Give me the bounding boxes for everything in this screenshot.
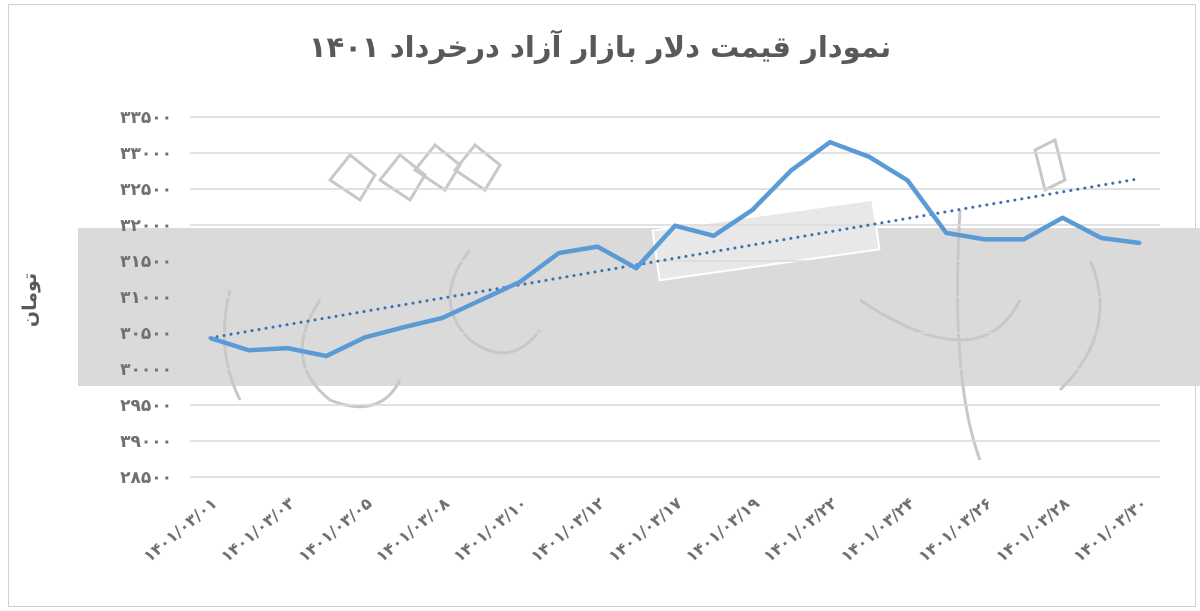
x-tick-label: ۱۴۰۱/۰۳/۱۹ (682, 493, 763, 565)
y-tick-label: ۳۱۰۰۰ (120, 288, 172, 308)
x-tick-label: ۱۴۰۱/۰۳/۲۴ (837, 493, 918, 565)
data-point (1061, 216, 1064, 220)
data-point (867, 155, 871, 159)
data-point (673, 224, 677, 228)
data-point (518, 280, 522, 284)
x-tick-label: ۱۴۰۱/۰۳/۰۳ (217, 493, 298, 565)
data-point (208, 336, 212, 340)
data-point (751, 208, 754, 212)
data-point (1099, 236, 1103, 240)
x-tick-label: ۱۴۰۱/۰۳/۰۸ (372, 493, 453, 565)
y-tick-label: ۳۲۵۰۰ (120, 180, 172, 200)
y-tick-label: ۳۳۵۰۰ (120, 108, 172, 128)
x-tick-label: ۱۴۰۱/۰۳/۰۵ (295, 493, 376, 565)
trendline (208, 177, 1142, 340)
data-point (634, 266, 638, 270)
data-point (1138, 241, 1142, 245)
data-point (557, 251, 561, 255)
data-point (789, 168, 793, 172)
chart-title: نمودار قیمت دلار بازار آزاد درخرداد ۱۴۰۱ (308, 30, 892, 64)
data-point (247, 348, 251, 352)
x-tick-label: ۱۴۰۱/۰۳/۲۸ (992, 493, 1073, 565)
x-tick-label: ۱۴۰۱/۰۳/۱۲ (527, 493, 608, 565)
data-point (828, 140, 832, 144)
data-point (479, 298, 483, 302)
data-point (596, 245, 599, 249)
x-tick-label: ۱۴۰۱/۰۳/۱۰ (450, 494, 531, 566)
y-tick-label: ۲۸۵۰۰ (120, 468, 172, 488)
y-tick-label: ۳۰۵۰۰ (120, 324, 172, 344)
y-tick-label: ۳۱۵۰۰ (120, 252, 172, 272)
data-point (441, 316, 444, 320)
data-point (286, 346, 289, 350)
x-tick-label: ۱۴۰۱/۰۳/۰۱ (140, 494, 221, 566)
x-tick-label: ۱۴۰۱/۰۳/۱۷ (605, 493, 686, 565)
y-tick-label: ۳۹۰۰۰ (120, 432, 172, 452)
y-tick-label: ۳۲۰۰۰ (120, 216, 172, 236)
x-tick-label: ۱۴۰۱/۰۳/۲۲ (760, 493, 841, 565)
x-tick-label: ۱۴۰۱/۰۳/۲۶ (915, 494, 996, 566)
data-point (363, 335, 367, 339)
data-point (712, 234, 716, 238)
x-tick-label: ۱۴۰۱/۰۳/۳۰ (1070, 494, 1151, 566)
data-point (1022, 237, 1026, 241)
data-point (983, 237, 987, 241)
watermark-band (78, 228, 1200, 386)
data-point (324, 354, 328, 358)
y-tick-label: ۳۰۰۰۰ (120, 360, 172, 380)
data-point (906, 178, 909, 182)
data-point (402, 325, 406, 329)
data-point (944, 231, 948, 235)
y-tick-label: ۳۳۰۰۰ (120, 144, 172, 164)
y-tick-label: ۲۹۵۰۰ (120, 396, 172, 416)
